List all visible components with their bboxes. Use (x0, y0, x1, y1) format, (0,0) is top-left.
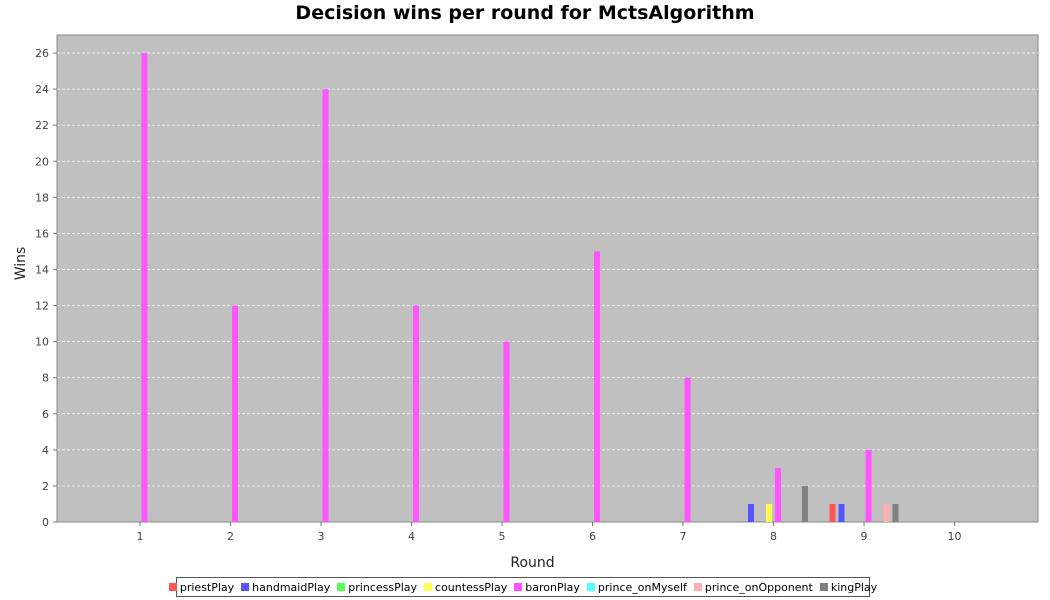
y-tick-label: 6 (42, 408, 49, 421)
x-tick-label: 8 (770, 530, 777, 543)
y-tick-label: 22 (35, 119, 49, 132)
legend-label: prince_onOpponent (704, 580, 813, 594)
x-tick-label: 6 (589, 530, 596, 543)
y-axis-label: Wins (13, 247, 29, 281)
y-tick-label: 20 (35, 155, 49, 168)
bar-baronPlay (232, 305, 238, 522)
bar-baronPlay (865, 449, 872, 522)
legend-swatch (693, 583, 702, 591)
legend-swatch (819, 583, 828, 591)
legend-item-baronPlay: baronPlay (514, 581, 580, 594)
x-tick-label: 4 (408, 530, 415, 543)
bar-kingPlay (802, 485, 808, 522)
legend-label: baronPlay (525, 580, 580, 594)
bar-countessPlay (766, 503, 772, 522)
bar-kingPlay (892, 503, 899, 522)
y-tick-label: 18 (35, 191, 49, 204)
legend-item-prince_onOpponent: prince_onOpponent (693, 580, 813, 594)
bar-baronPlay (775, 467, 781, 522)
legend-swatch (168, 583, 177, 591)
legend-label: countessPlay (435, 580, 508, 594)
y-tick-label: 4 (42, 444, 49, 457)
y-tick-label: 8 (42, 372, 49, 385)
bar-baronPlay (684, 377, 691, 522)
legend-swatch (586, 583, 595, 591)
legend-item-prince_onMyself: prince_onMyself (586, 580, 687, 594)
y-tick-label: 26 (35, 47, 49, 60)
bar-baronPlay (413, 305, 419, 522)
x-tick-label: 1 (137, 530, 144, 543)
legend-item-priestPlay: priestPlay (168, 580, 235, 594)
y-tick-label: 24 (35, 83, 49, 96)
x-axis-label: Round (510, 555, 554, 571)
x-tick-label: 9 (861, 530, 868, 543)
bar-handmaidPlay (748, 503, 754, 522)
bar-handmaidPlay (838, 503, 845, 522)
y-tick-label: 16 (35, 227, 49, 240)
chart-title: Decision wins per round for MctsAlgorith… (295, 2, 755, 24)
bar-priestPlay (829, 503, 836, 522)
x-tick-label: 3 (318, 530, 325, 543)
legend-swatch (337, 583, 346, 591)
y-tick-label: 12 (35, 300, 49, 313)
legend-label: princessPlay (348, 580, 418, 594)
y-tick-label: 10 (35, 336, 49, 349)
y-tick-label: 0 (42, 516, 49, 529)
plot-area (56, 34, 1039, 523)
legend-swatch (241, 583, 250, 591)
bar-baronPlay (503, 341, 510, 522)
y-tick-label: 14 (35, 263, 49, 276)
y-tick-label: 2 (42, 480, 49, 493)
legend-item-kingPlay: kingPlay (819, 580, 878, 594)
bar-baronPlay (141, 53, 148, 522)
x-tick-label: 5 (499, 530, 506, 543)
legend-label: prince_onMyself (597, 580, 687, 594)
legend-item-handmaidPlay: handmaidPlay (241, 581, 330, 594)
legend-swatch (424, 583, 433, 591)
legend-label: kingPlay (830, 580, 878, 594)
bar-baronPlay (594, 251, 600, 522)
x-tick-label: 10 (948, 530, 962, 543)
bar-baronPlay (322, 89, 329, 522)
legend-label: priestPlay (179, 580, 235, 594)
legend: priestPlay handmaidPlay princessPlay counte… (168, 577, 877, 597)
x-tick-label: 2 (227, 530, 234, 543)
bar-prince_onOpponent (883, 503, 890, 522)
x-tick-label: 7 (680, 530, 687, 543)
legend-swatch (514, 583, 523, 591)
legend-item-countessPlay: countessPlay (424, 581, 507, 594)
legend-label: handmaidPlay (252, 580, 331, 594)
legend-item-princessPlay: princessPlay (337, 581, 417, 594)
